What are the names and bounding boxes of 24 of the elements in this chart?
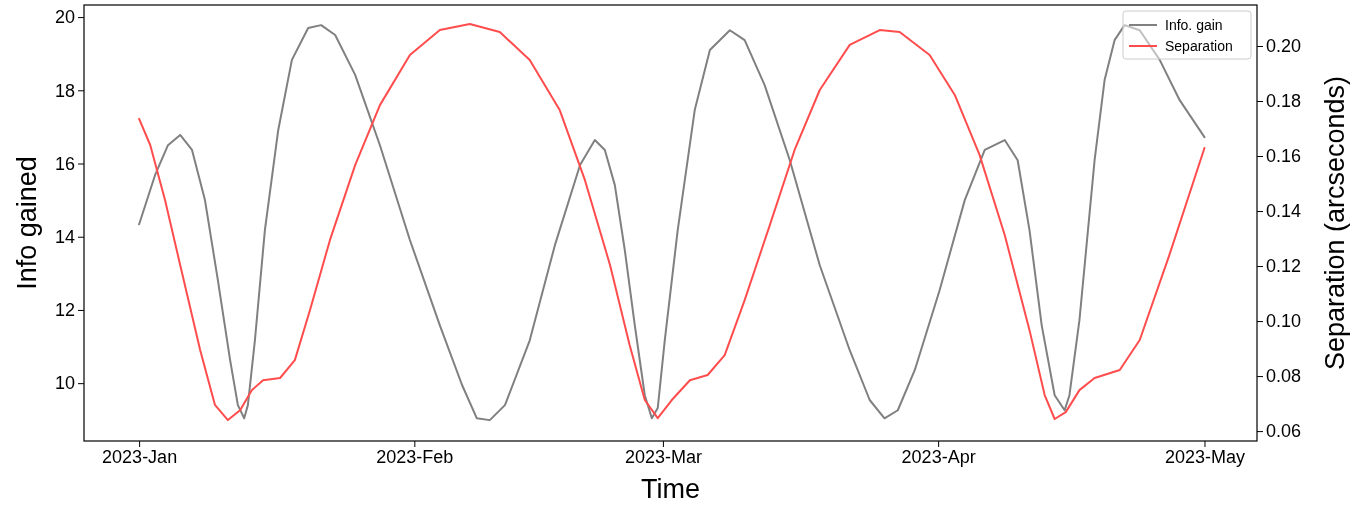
y2-tick-label: 0.20: [1266, 36, 1302, 57]
y-tick-label: 12: [54, 300, 75, 321]
y-tick-label: 20: [54, 7, 75, 28]
y2-tick-label: 0.16: [1266, 146, 1302, 167]
y2-tick-label: 0.14: [1266, 201, 1302, 222]
x-tick-label: 2023-May: [1164, 446, 1245, 467]
y-tick-label: 10: [54, 373, 75, 394]
legend-label: Separation: [1165, 38, 1233, 54]
y-tick-label: 14: [54, 226, 75, 247]
y2-tick-label: 0.18: [1266, 91, 1302, 112]
y2-tick-label: 0.10: [1266, 311, 1302, 332]
y2-tick-label: 0.08: [1266, 366, 1302, 387]
legend-label: Info. gain: [1165, 17, 1223, 33]
y2-tick-label: 0.06: [1266, 421, 1302, 442]
y-tick-label: 16: [54, 153, 75, 174]
y-axis-title: Info gained: [12, 156, 42, 290]
x-axis-title: Time: [641, 474, 700, 504]
y-tick-label: 18: [54, 80, 75, 101]
y2-tick-label: 0.12: [1266, 256, 1302, 277]
x-tick-label: 2023-Apr: [901, 446, 976, 467]
x-tick-label: 2023-Feb: [376, 446, 454, 467]
x-tick-label: 2023-Mar: [624, 446, 702, 467]
y2-axis-title: Separation (arcseconds): [1320, 75, 1350, 371]
x-tick-label: 2023-Jan: [102, 446, 178, 467]
